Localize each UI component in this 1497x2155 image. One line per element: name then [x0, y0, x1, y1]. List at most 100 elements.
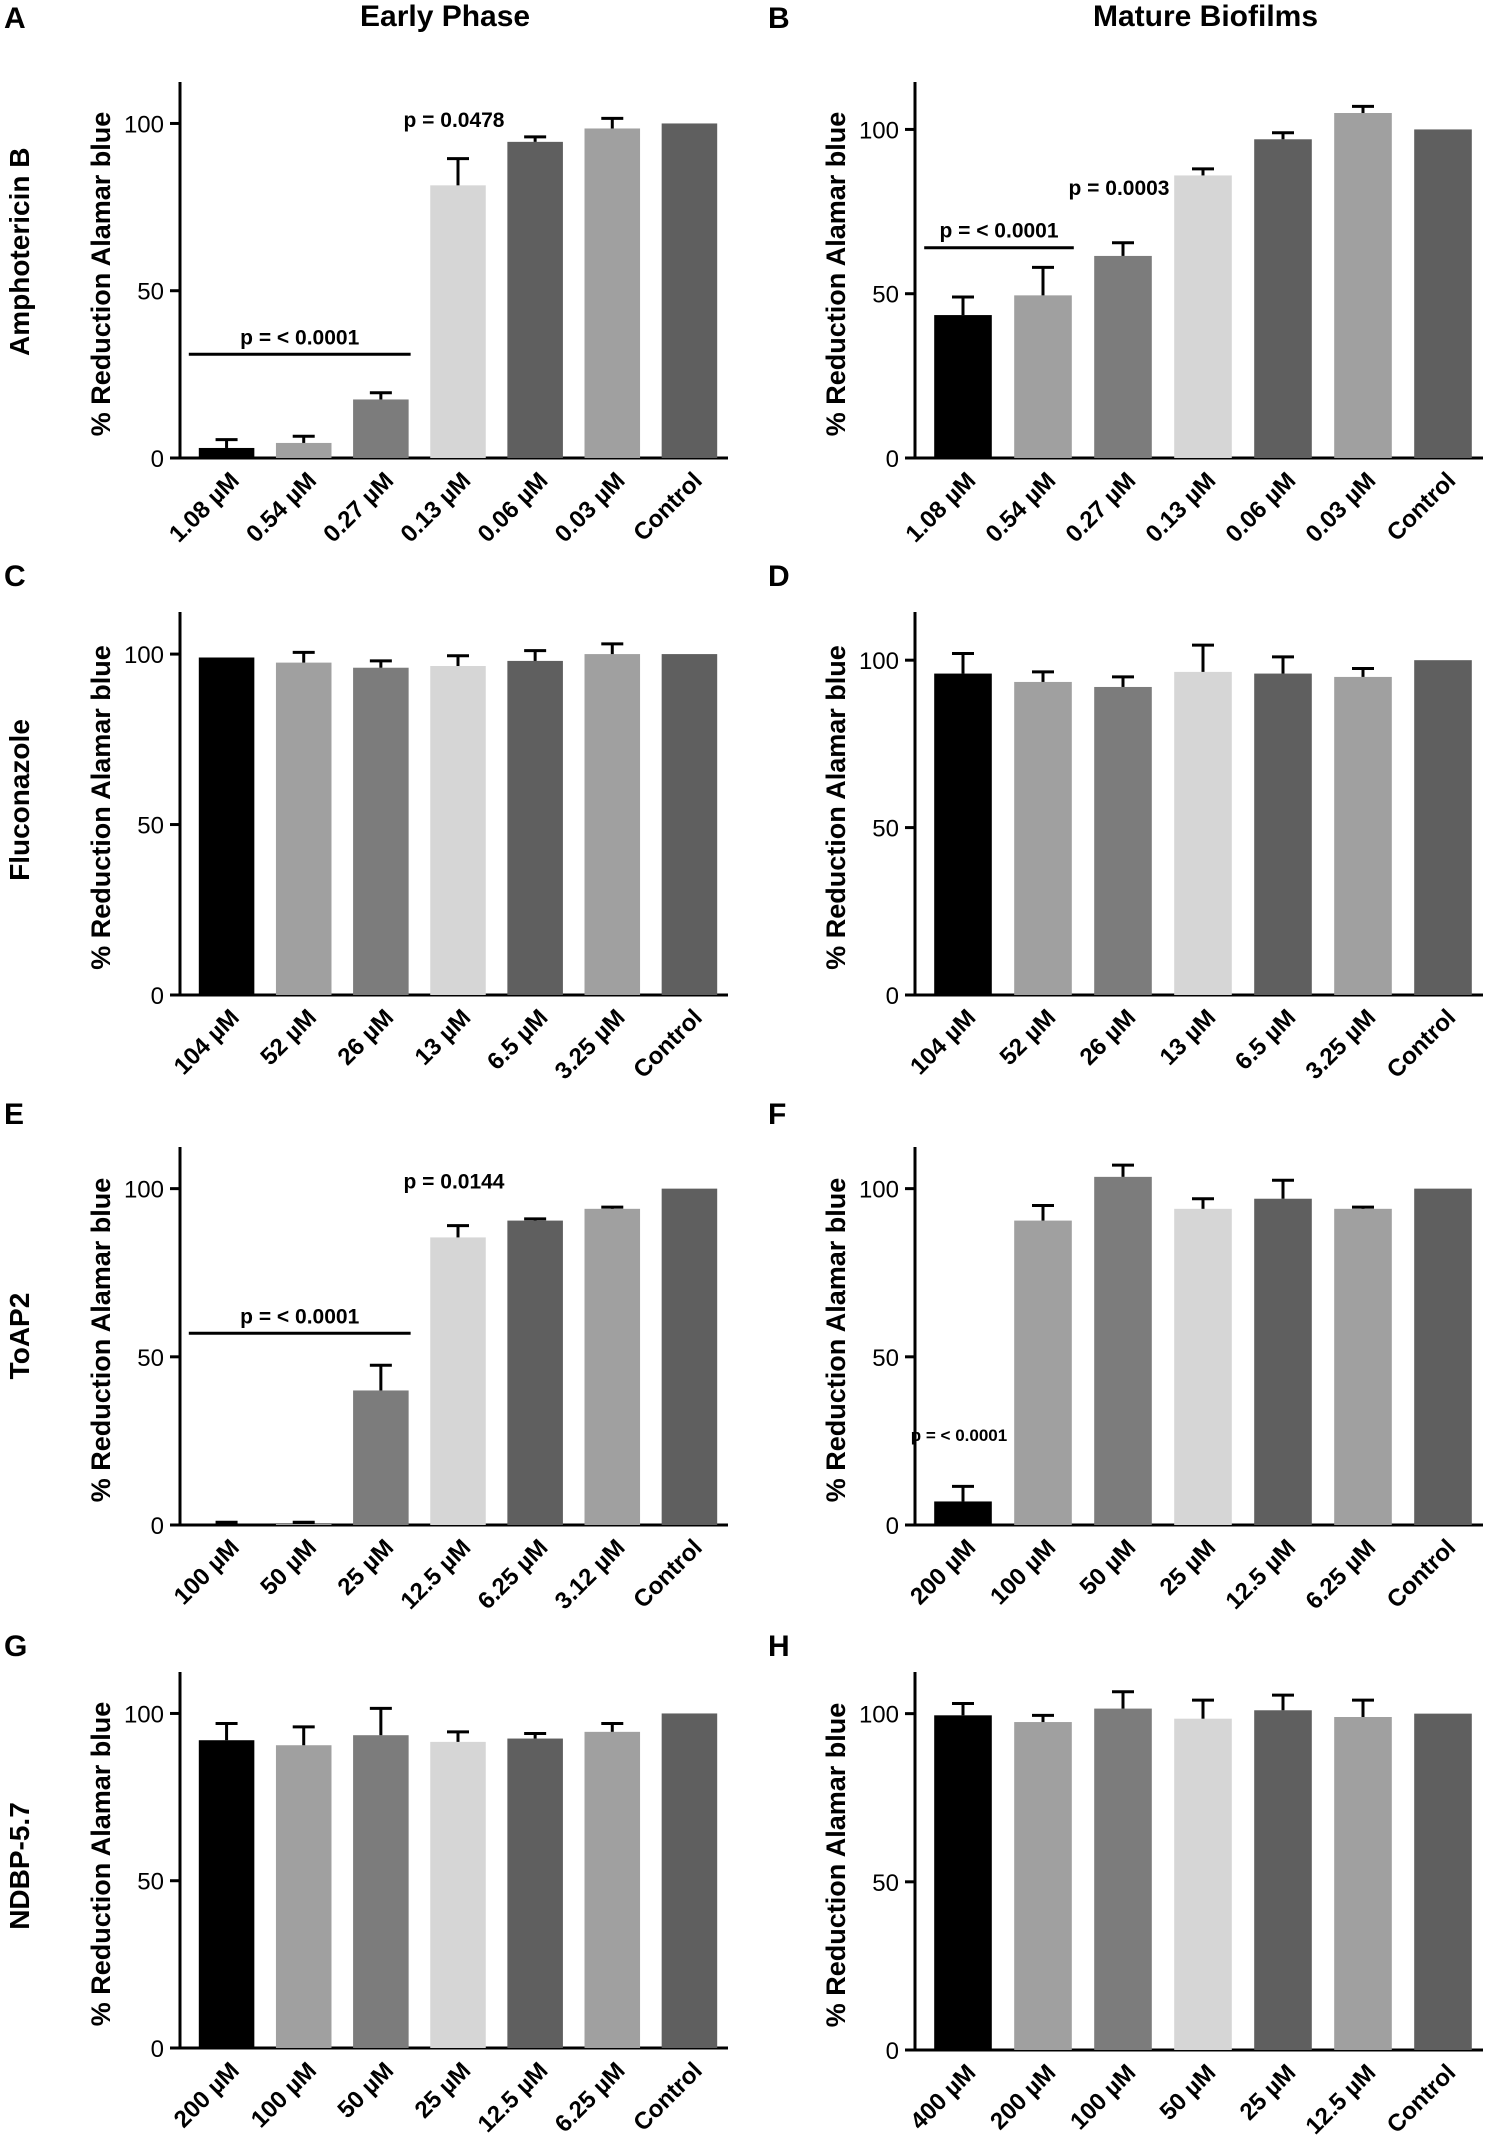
- x-tick-label: 6.5 µM: [1230, 1004, 1301, 1075]
- x-tick-label: 100 µM: [985, 1534, 1061, 1610]
- x-tick-label: Control: [628, 2057, 707, 2136]
- row-label-fluconazole: Fluconazole: [4, 719, 35, 881]
- bar: [1254, 673, 1312, 995]
- panel-label-c: C: [4, 560, 26, 593]
- panel-label-f: F: [768, 1098, 787, 1131]
- bar: [275, 442, 332, 458]
- bar: [1174, 1718, 1232, 2050]
- bar: [584, 1208, 641, 1525]
- panel-label-e: E: [4, 1098, 25, 1131]
- bar: [1254, 139, 1312, 458]
- chart-panel-a: 0 50 100 % Reduction Alamar blue 1.08 µM0.54…: [86, 82, 728, 548]
- bar: [275, 1745, 332, 2048]
- x-tick-label: 25 µM: [332, 1534, 399, 1601]
- bar: [507, 660, 563, 995]
- header-mature-biofilms: Mature Biofilms: [1093, 0, 1319, 33]
- panel-label-a: A: [4, 2, 26, 35]
- x-tick-label: 12.5 µM: [473, 2057, 554, 2138]
- x-tick-label: 0.13 µM: [395, 467, 476, 548]
- y-tick-label: 50: [872, 816, 899, 843]
- bar: [1254, 1710, 1312, 2050]
- bar: [353, 1735, 409, 2048]
- bar: [661, 123, 718, 459]
- x-tick-label: 3.12 µM: [550, 1534, 631, 1615]
- header-early-phase: Early Phase: [360, 0, 531, 33]
- bar: [661, 1713, 718, 2048]
- chart-panel-g: 0 50 100 % Reduction Alamar blue 200 µM 100 µ…: [86, 1672, 728, 2138]
- y-tick-label: 0: [151, 2036, 164, 2063]
- p-value-label: p = < 0.0001: [240, 1305, 359, 1328]
- y-tick-label: 50: [137, 279, 164, 306]
- p-value-label: p = < 0.0001: [240, 326, 359, 349]
- panel-label-d: D: [768, 560, 790, 593]
- y-tick-label: 50: [137, 813, 164, 840]
- x-tick-label: 6.5 µM: [482, 1004, 553, 1075]
- x-tick-label: 3.25 µM: [550, 1004, 631, 1085]
- bar: [584, 128, 641, 458]
- y-tick-label: 100: [124, 1177, 164, 1204]
- bar: [198, 447, 255, 458]
- x-tick-label: 13 µM: [1155, 1004, 1222, 1071]
- x-tick-label: 100 µM: [1065, 2059, 1141, 2135]
- x-tick-label: 25 µM: [410, 2057, 477, 2124]
- x-tick-label: 12.5 µM: [1220, 1534, 1301, 1615]
- y-tick-label: 100: [859, 117, 899, 144]
- x-tick-label: 6.25 µM: [550, 2057, 631, 2138]
- bar: [934, 1715, 992, 2050]
- x-tick-label: 52 µM: [255, 1004, 322, 1071]
- x-tick-label: 200 µM: [905, 1534, 981, 1610]
- panel-label-g: G: [4, 1630, 28, 1663]
- row-label-amphotericin-b: Amphotericin B: [4, 147, 35, 356]
- x-tick-label: 104 µM: [905, 1004, 981, 1080]
- bar: [1174, 671, 1232, 995]
- bar: [430, 185, 486, 458]
- bar: [934, 1501, 992, 1525]
- y-tick-label: 100: [859, 1702, 899, 1729]
- bar: [1414, 129, 1472, 458]
- p-value-label: p = 0.0003: [1069, 177, 1170, 200]
- y-tick-label: 0: [886, 446, 899, 473]
- y-tick-label: 0: [886, 983, 899, 1010]
- y-tick-label: 100: [859, 648, 899, 675]
- y-axis-label: % Reduction Alamar blue: [821, 1703, 851, 2028]
- bar: [1414, 660, 1472, 995]
- x-tick-label: Control: [628, 1534, 707, 1613]
- y-axis-label: % Reduction Alamar blue: [821, 112, 851, 437]
- x-tick-label: 26 µM: [1075, 1004, 1142, 1071]
- bar: [1174, 1208, 1232, 1525]
- x-tick-label: 100 µM: [246, 2057, 322, 2133]
- y-tick-label: 50: [137, 1869, 164, 1896]
- bar: [1174, 175, 1232, 458]
- bar: [584, 1731, 641, 2048]
- bar: [584, 654, 641, 995]
- p-value-label: p = 0.0144: [404, 1171, 505, 1194]
- x-tick-label: 200 µM: [169, 2057, 245, 2133]
- bar: [507, 1220, 563, 1525]
- bar: [934, 673, 992, 995]
- x-tick-label: Control: [1382, 467, 1461, 546]
- x-tick-label: 0.06 µM: [473, 467, 554, 548]
- y-tick-label: 100: [859, 1177, 899, 1204]
- x-tick-label: 12.5 µM: [395, 1534, 476, 1615]
- bar: [1014, 681, 1072, 995]
- x-tick-label: 26 µM: [332, 1004, 399, 1071]
- y-axis-label: % Reduction Alamar blue: [86, 112, 116, 437]
- bar: [430, 1741, 486, 2048]
- bar: [198, 1523, 255, 1525]
- y-tick-label: 50: [872, 1345, 899, 1372]
- x-tick-label: 0.54 µM: [241, 467, 322, 548]
- y-axis-label: % Reduction Alamar blue: [821, 645, 851, 970]
- x-tick-label: 0.27 µM: [318, 467, 399, 548]
- y-tick-label: 0: [886, 2038, 899, 2065]
- p-value-label: p = < 0.0001: [939, 220, 1058, 243]
- x-tick-label: Control: [1382, 1004, 1461, 1083]
- y-tick-label: 100: [124, 111, 164, 138]
- bar: [1334, 113, 1392, 458]
- chart-panel-h: 0 50 100 % Reduction Alamar blue 400 µM 200 µ…: [821, 1672, 1483, 2140]
- chart-panel-f: 0 50 100 % Reduction Alamar blue 200 µM 100 µ…: [821, 1147, 1483, 1615]
- x-tick-label: Control: [1382, 1534, 1461, 1613]
- y-tick-label: 0: [151, 1513, 164, 1540]
- x-tick-label: 200 µM: [985, 2059, 1061, 2135]
- p-value-label: p = < 0.0001: [911, 1426, 1007, 1445]
- bar: [1094, 686, 1152, 995]
